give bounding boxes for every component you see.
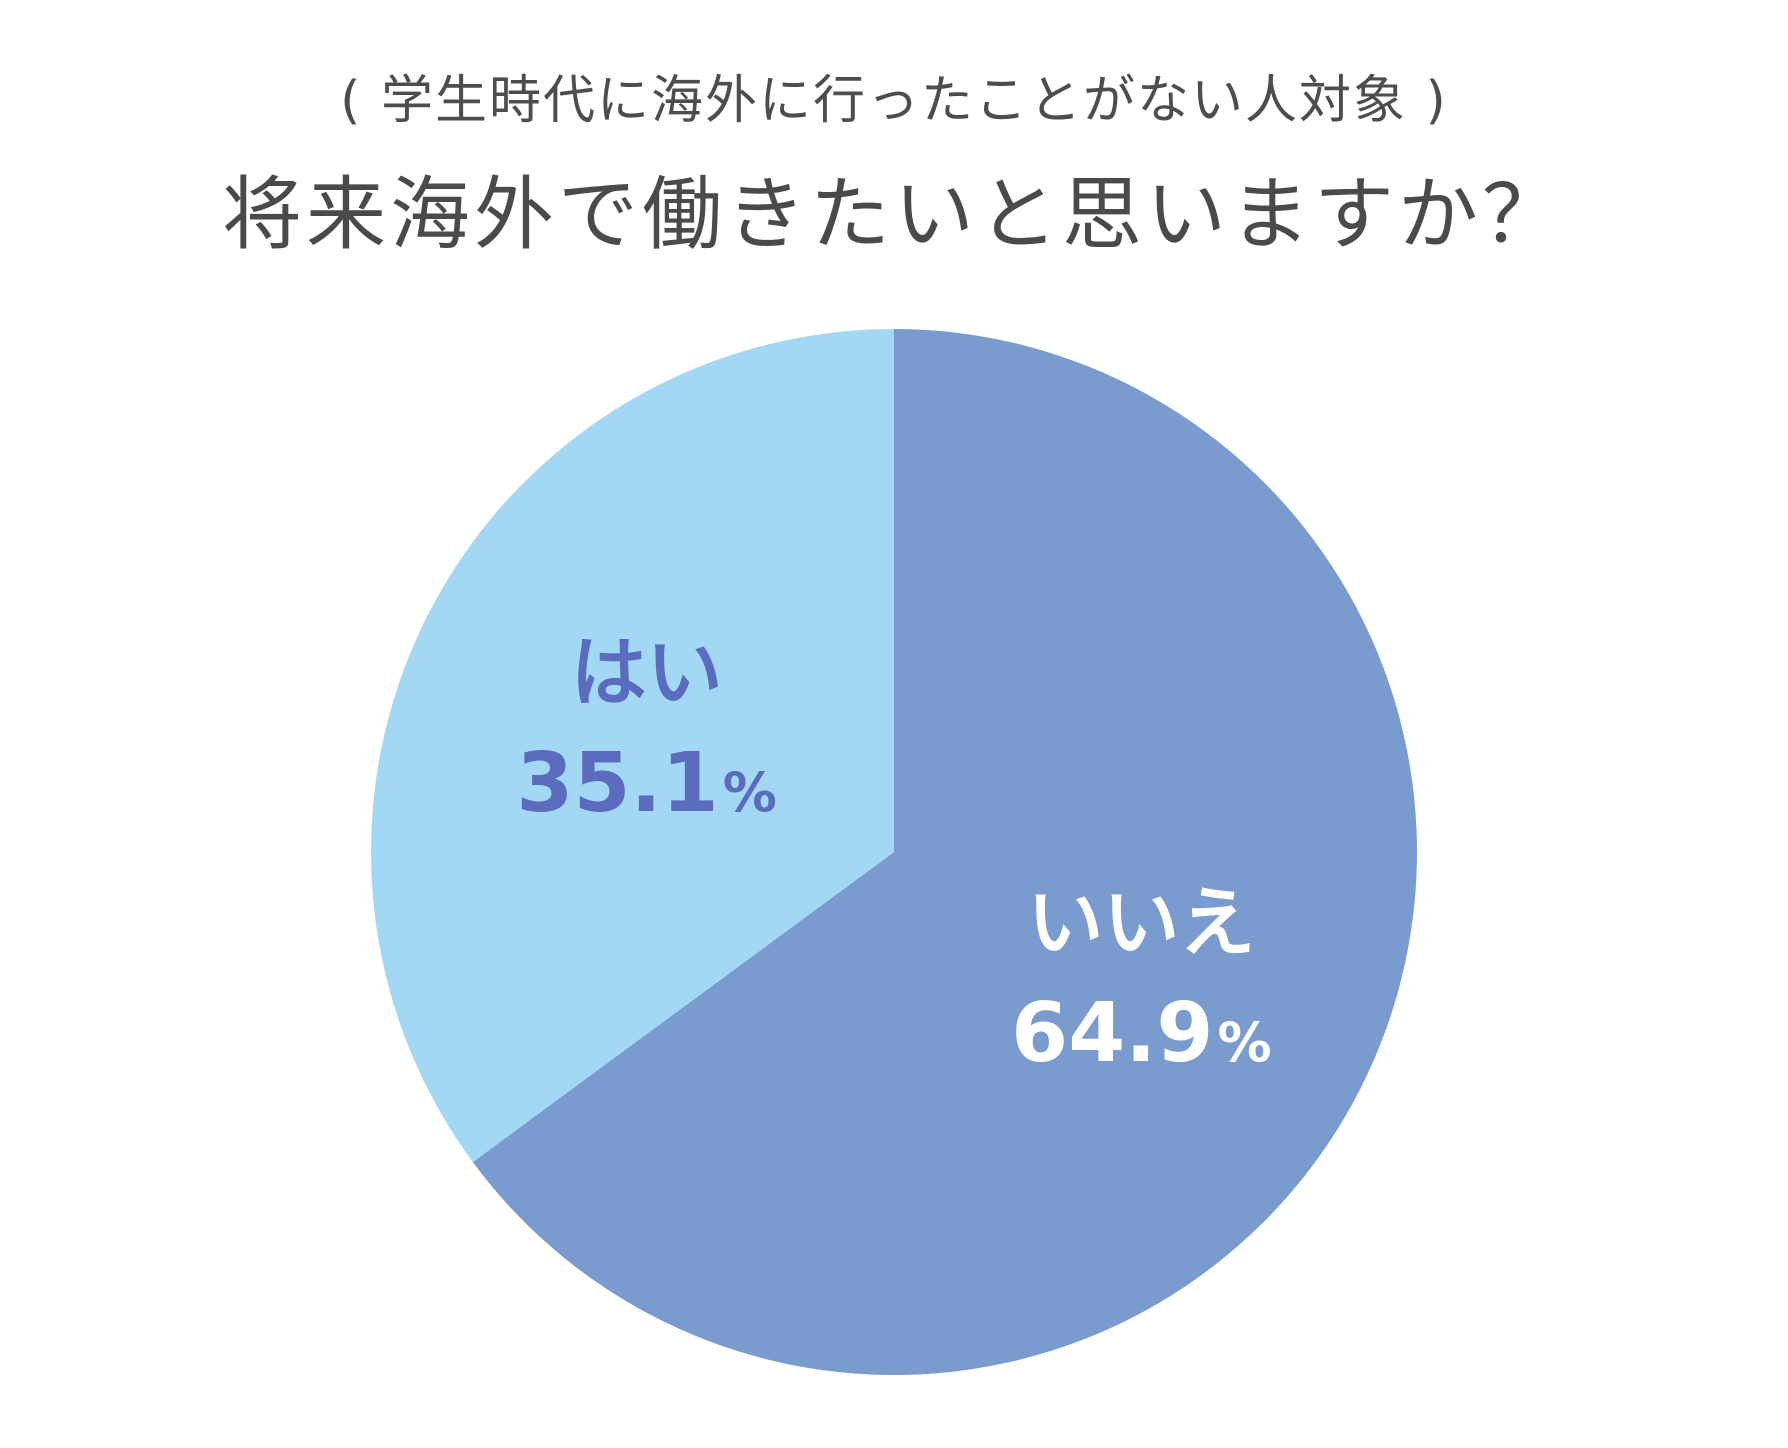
slice-label-2: はい [571,628,723,717]
slice-value-1: 64.9% [1011,986,1271,1081]
chart-title: 将来海外で働きたいと思いますか？ [222,168,1566,261]
slice-label-1: いいえ [1027,878,1255,967]
slice-value-2: 35.1% [516,736,776,831]
pie-slice-2 [371,329,894,1163]
pie-slice-1 [472,329,1418,1375]
chart-subtitle: ( 学生時代に海外に行ったことがない人対象 ) [340,71,1448,131]
